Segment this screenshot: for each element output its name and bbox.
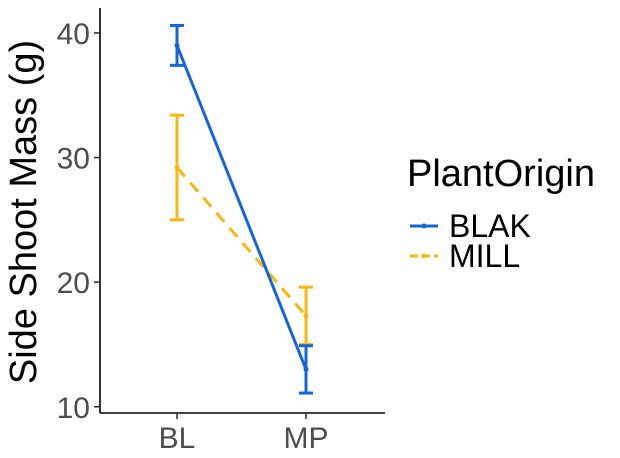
legend-item-blak: BLAK [410, 208, 531, 244]
legend-swatch-point [421, 223, 427, 229]
y-tick-label: 30 [57, 143, 90, 176]
x-tick-label: MP [284, 422, 329, 455]
legend-label: MILL [449, 238, 520, 274]
y-tick-label: 10 [57, 392, 90, 425]
series-mill [170, 113, 313, 346]
plot-area [170, 23, 313, 395]
series-blak-point [174, 42, 180, 48]
series-blak-point [303, 366, 309, 372]
legend-item-mill: MILL [410, 238, 520, 274]
series-mill-line [175, 166, 308, 317]
series-mill-point [174, 165, 180, 171]
y-axis-title: Side Shoot Mass (g) [3, 40, 45, 384]
legend-label: BLAK [449, 208, 531, 244]
series-blak [170, 23, 313, 395]
legend-swatch-point [421, 253, 427, 259]
y-tick-label: 40 [57, 18, 90, 51]
y-tick-label: 20 [57, 267, 90, 300]
x-tick-label: BL [159, 422, 196, 455]
axes: 10 20 30 40 BL MP [57, 8, 385, 455]
series-mill-point [303, 313, 309, 319]
series-blak-line [175, 44, 308, 370]
legend-title: PlantOrigin [407, 153, 595, 195]
